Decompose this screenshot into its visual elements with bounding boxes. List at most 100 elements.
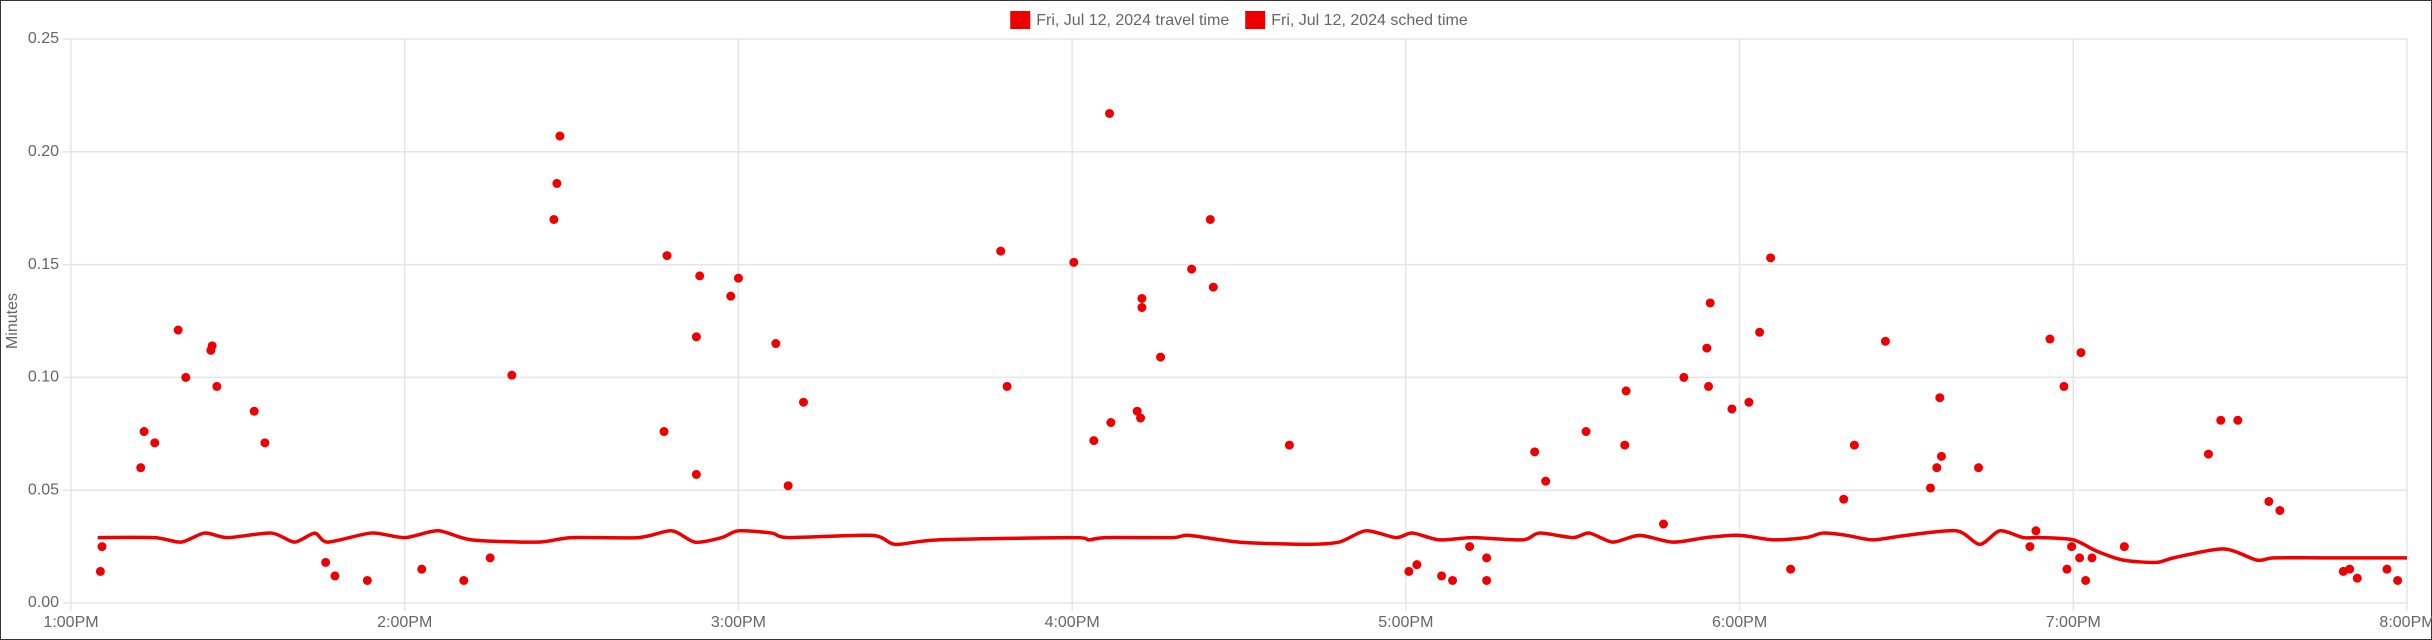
point: [2393, 575, 2403, 585]
point: [1482, 575, 1492, 585]
point: [260, 438, 270, 448]
point: [2045, 334, 2055, 344]
point: [173, 325, 183, 335]
point: [1187, 264, 1197, 274]
point: [249, 406, 259, 416]
point: [1705, 298, 1715, 308]
point: [1448, 575, 1458, 585]
point: [1839, 494, 1849, 504]
point: [2352, 573, 2362, 583]
point: [783, 481, 793, 491]
point: [552, 178, 562, 188]
point: [695, 271, 705, 281]
x-tick-label: 7:00PM: [2046, 614, 2101, 631]
point: [1137, 293, 1147, 303]
legend-swatch: [1245, 11, 1266, 29]
point: [150, 438, 160, 448]
point: [1755, 327, 1765, 337]
y-tick-label: 0.25: [28, 30, 59, 47]
point: [2203, 449, 2213, 459]
point: [1621, 386, 1631, 396]
point: [1932, 463, 1942, 473]
point: [2067, 542, 2077, 552]
point: [1208, 282, 1218, 292]
point: [97, 542, 107, 552]
point: [2087, 553, 2097, 563]
point: [1156, 352, 1166, 362]
point: [321, 557, 331, 567]
x-tick-label: 4:00PM: [1045, 614, 1100, 631]
y-tick-label: 0.10: [28, 369, 59, 386]
point: [659, 427, 669, 437]
legend-item: Fri, Jul 12, 2024 sched time: [1245, 11, 1468, 29]
y-tick-label: 0.15: [28, 256, 59, 273]
x-tick-label: 5:00PM: [1378, 614, 1433, 631]
point: [212, 381, 222, 391]
x-tick-label: 8:00PM: [2379, 614, 2432, 631]
y-axis-title: Minutes: [4, 293, 21, 349]
point: [1880, 336, 1890, 346]
point: [417, 564, 427, 574]
legend-item: Fri, Jul 12, 2024 travel time: [1010, 11, 1229, 29]
point: [181, 372, 191, 382]
point: [1284, 440, 1294, 450]
point: [95, 566, 105, 576]
point: [139, 427, 149, 437]
point: [1137, 302, 1147, 312]
point: [2119, 542, 2129, 552]
point: [1925, 483, 1935, 493]
point: [1679, 372, 1689, 382]
point: [362, 575, 372, 585]
point: [691, 469, 701, 479]
point: [1106, 418, 1116, 428]
x-tick-label: 3:00PM: [711, 614, 766, 631]
point: [1849, 440, 1859, 450]
point: [555, 131, 565, 141]
point: [733, 273, 743, 283]
point: [2382, 564, 2392, 574]
point: [2264, 496, 2274, 506]
legend: Fri, Jul 12, 2024 travel time Fri, Jul 12…: [1010, 11, 1468, 29]
point: [1482, 553, 1492, 563]
line: [97, 528, 2407, 565]
point: [1581, 427, 1591, 437]
point: [1744, 397, 1754, 407]
point: [1935, 393, 1945, 403]
point: [1465, 542, 1475, 552]
point: [2275, 506, 2285, 516]
point: [2216, 415, 2226, 425]
y-tick-label: 0.05: [28, 481, 59, 498]
point: [1786, 564, 1796, 574]
point: [1727, 404, 1737, 414]
grid: [70, 38, 2408, 604]
legend-swatch: [1010, 11, 1031, 29]
point: [1704, 381, 1714, 391]
point: [799, 397, 809, 407]
point: [507, 370, 517, 380]
point: [2345, 564, 2355, 574]
point: [1974, 463, 1984, 473]
point: [1658, 519, 1668, 529]
point: [207, 341, 217, 351]
point: [2075, 553, 2085, 563]
point: [1105, 108, 1115, 118]
point: [1404, 566, 1414, 576]
point: [1132, 406, 1142, 416]
point: [2076, 348, 2086, 358]
point: [2081, 575, 2091, 585]
point: [1136, 413, 1146, 423]
point: [996, 246, 1006, 256]
point: [1437, 571, 1447, 581]
legend-label: Fri, Jul 12, 2024 travel time: [1036, 12, 1229, 29]
y-tick-label: 0.20: [28, 143, 59, 160]
point: [662, 251, 672, 261]
point: [2031, 526, 2041, 536]
y-tick-label: 0.00: [28, 594, 59, 611]
x-tick-label: 6:00PM: [1712, 614, 1767, 631]
point: [2025, 542, 2035, 552]
point: [1205, 214, 1215, 224]
point: [1530, 447, 1540, 457]
x-tick-label: 2:00PM: [377, 614, 432, 631]
point: [1412, 560, 1422, 570]
